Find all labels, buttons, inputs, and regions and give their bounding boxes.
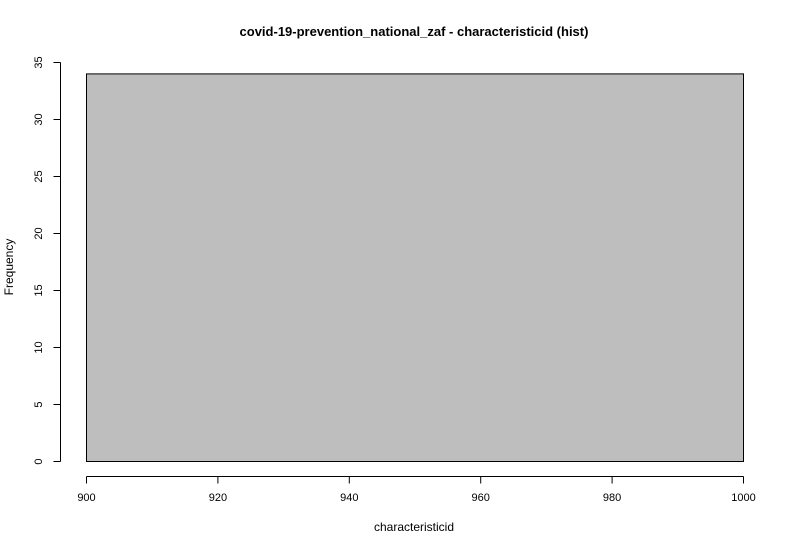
histogram-bars (86, 73, 744, 463)
y-axis: 0 5 10 15 20 25 30 35 (33, 56, 61, 465)
x-axis: 900 920 940 960 980 1000 (77, 476, 756, 504)
y-tick-label: 20 (33, 227, 45, 239)
x-tick-label: 1000 (731, 492, 755, 504)
x-tick-label: 980 (603, 492, 621, 504)
y-tick-label: 35 (33, 56, 45, 68)
x-axis-label: characteristicid (374, 520, 454, 534)
chart-title: covid-19-prevention_national_zaf - chara… (240, 24, 589, 39)
y-axis-label: Frequency (2, 239, 16, 296)
y-tick-label: 30 (33, 113, 45, 125)
y-tick-label: 15 (33, 284, 45, 296)
y-tick-label: 0 (33, 458, 45, 464)
y-tick-label: 10 (33, 341, 45, 353)
x-tick-label: 900 (77, 492, 95, 504)
x-tick-label: 960 (472, 492, 490, 504)
x-tick-label: 940 (340, 492, 358, 504)
y-tick-label: 25 (33, 170, 45, 182)
x-tick-label: 920 (209, 492, 227, 504)
y-tick-label: 5 (33, 401, 45, 407)
histogram-bar (86, 73, 744, 463)
